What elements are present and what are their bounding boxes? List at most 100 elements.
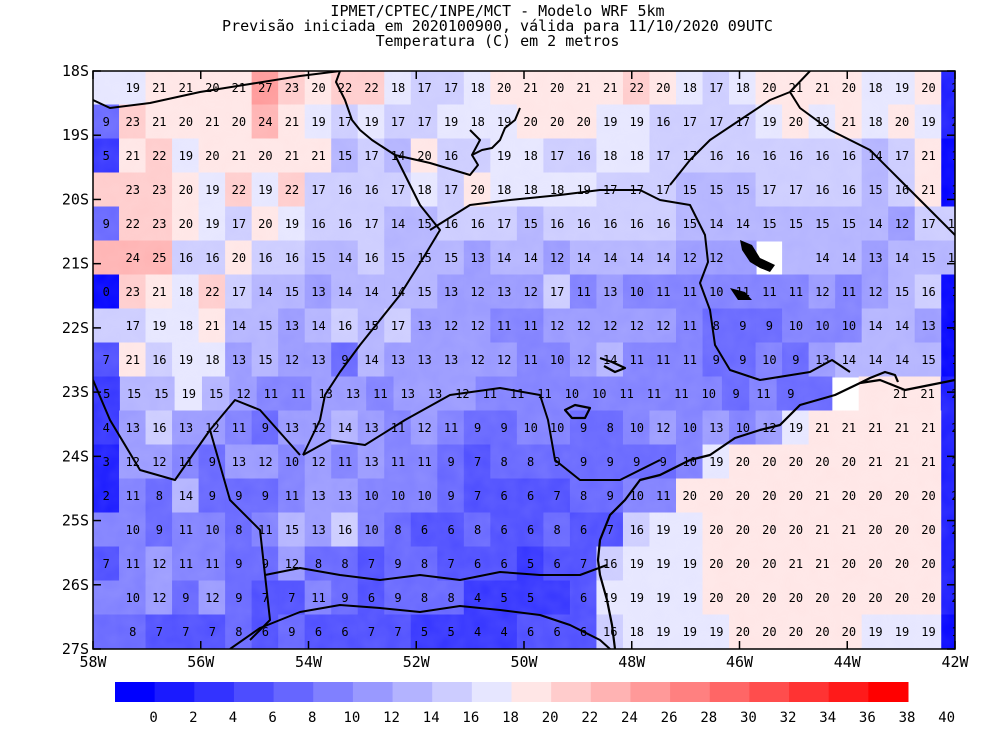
temperature-value: 14 xyxy=(868,149,882,163)
temperature-value: 7 xyxy=(182,625,189,639)
temperature-value: 20 xyxy=(311,81,325,95)
temperature-value: 23 xyxy=(152,183,166,197)
temperature-value: 21 xyxy=(842,421,856,435)
temperature-value: 9 xyxy=(554,455,561,469)
x-tick-label: 56W xyxy=(187,653,215,671)
temperature-value: 16 xyxy=(550,217,564,231)
temperature-value: 11 xyxy=(417,455,431,469)
temperature-value: 4 xyxy=(500,625,507,639)
temperature-value: 20 xyxy=(762,489,776,503)
temperature-value: 11 xyxy=(619,387,633,401)
temperature-value: 20 xyxy=(868,591,882,605)
temperature-value: 14 xyxy=(709,217,723,231)
temperature-value: 17 xyxy=(364,217,378,231)
temperature-value: 20 xyxy=(417,149,431,163)
temperature-value: 11 xyxy=(126,489,140,503)
temperature-value: 15 xyxy=(736,183,750,197)
temperature-value: 4 xyxy=(474,625,481,639)
temperature-value: 14 xyxy=(895,251,909,265)
temperature-value: 19 xyxy=(629,557,643,571)
temperature-value: 2 xyxy=(951,115,958,129)
temperature-value: 4 xyxy=(103,421,110,435)
temperature-value: 20 xyxy=(789,625,803,639)
temperature-value: 6 xyxy=(262,625,269,639)
temperature-value: 20 xyxy=(656,81,670,95)
temperature-value: 20 xyxy=(736,455,750,469)
temperature-value: 12 xyxy=(895,217,909,231)
temperature-value: 21 xyxy=(895,455,909,469)
temperature-value: 13 xyxy=(391,353,405,367)
temperature-value: 16 xyxy=(603,625,617,639)
temperature-value: 15 xyxy=(921,251,935,265)
border-sp-mg xyxy=(429,189,851,381)
colorbar-swatch xyxy=(432,682,473,702)
temperature-value: 5 xyxy=(527,591,534,605)
temperature-value: 9 xyxy=(235,489,242,503)
colorbar-swatch xyxy=(868,682,909,702)
y-tick-label: 22S xyxy=(62,319,89,337)
colorbar-label: 0 xyxy=(149,710,157,726)
temperature-value: 12 xyxy=(629,319,643,333)
temperature-value: 9 xyxy=(713,353,720,367)
temperature-value: 17 xyxy=(736,115,750,129)
temperature-value: 19 xyxy=(364,115,378,129)
temperature-value: 19 xyxy=(179,353,193,367)
temperature-value: 6 xyxy=(500,489,507,503)
temperature-value: 20 xyxy=(815,455,829,469)
temperature-value: 17 xyxy=(232,217,246,231)
temperature-value: 18 xyxy=(417,183,431,197)
temperature-value: 7 xyxy=(554,489,561,503)
temperature-value: 8 xyxy=(129,625,136,639)
temperature-value: 10 xyxy=(842,319,856,333)
map-title: IPMET/CPTEC/INPE/MCT - Modelo WRF 5km Pr… xyxy=(0,4,995,49)
temperature-value: 9 xyxy=(262,557,269,571)
temperature-value: 21 xyxy=(205,115,219,129)
temperature-value: 20 xyxy=(789,115,803,129)
temperature-value: 12 xyxy=(603,319,617,333)
temperature-value: 8 xyxy=(315,557,322,571)
colorbar-swatch xyxy=(511,682,552,702)
temperature-value: 13 xyxy=(311,489,325,503)
colorbar-swatch xyxy=(392,682,433,702)
temperature-value: 20 xyxy=(550,115,564,129)
temperature-labels: 19 21 21 20 21 27 23 20 22 22 18 17 17 18 20 21 20 21 21 22… xyxy=(103,81,958,639)
temperature-value: 20 xyxy=(895,557,909,571)
temperature-value: 9 xyxy=(394,591,401,605)
temperature-value: 16 xyxy=(603,217,617,231)
temperature-value: 2 xyxy=(951,523,958,537)
temperature-value: 8 xyxy=(580,489,587,503)
temperature-value: 18 xyxy=(629,625,643,639)
temperature-value: 1 xyxy=(951,285,958,299)
temperature-value: 12 xyxy=(258,455,272,469)
temperature-value: 7 xyxy=(209,625,216,639)
temperature-value: 15 xyxy=(444,251,458,265)
temperature-value: 9 xyxy=(235,591,242,605)
temperature-value: 14 xyxy=(815,251,829,265)
temperature-value: 22 xyxy=(205,285,219,299)
temperature-value: 16 xyxy=(470,217,484,231)
temperature-value: 20 xyxy=(762,455,776,469)
temperature-value: 20 xyxy=(736,625,750,639)
temperature-value: 15 xyxy=(127,387,141,401)
temperature-value: 17 xyxy=(550,285,564,299)
temperature-value: 9 xyxy=(447,455,454,469)
temperature-value: 8 xyxy=(235,523,242,537)
colorbar-label: 16 xyxy=(462,710,479,726)
temperature-value: 7 xyxy=(368,625,375,639)
temperature-value: 20 xyxy=(709,489,723,503)
temperature-value: 11 xyxy=(391,455,405,469)
temperature-value: 20 xyxy=(762,81,776,95)
temperature-value: 20 xyxy=(842,625,856,639)
temperature-value: 16 xyxy=(815,149,829,163)
temperature-value: 12 xyxy=(444,319,458,333)
temperature-value: 21 xyxy=(789,81,803,95)
temperature-value: 2 xyxy=(951,387,958,401)
temperature-value: 12 xyxy=(550,251,564,265)
temperature-value: 6 xyxy=(527,489,534,503)
border-go-mg xyxy=(471,107,521,156)
coastline-southeast xyxy=(596,378,955,649)
temperature-value: 6 xyxy=(580,625,587,639)
temperature-value: 11 xyxy=(179,557,193,571)
temperature-value: 17 xyxy=(895,149,909,163)
temperature-value: 17 xyxy=(391,183,405,197)
